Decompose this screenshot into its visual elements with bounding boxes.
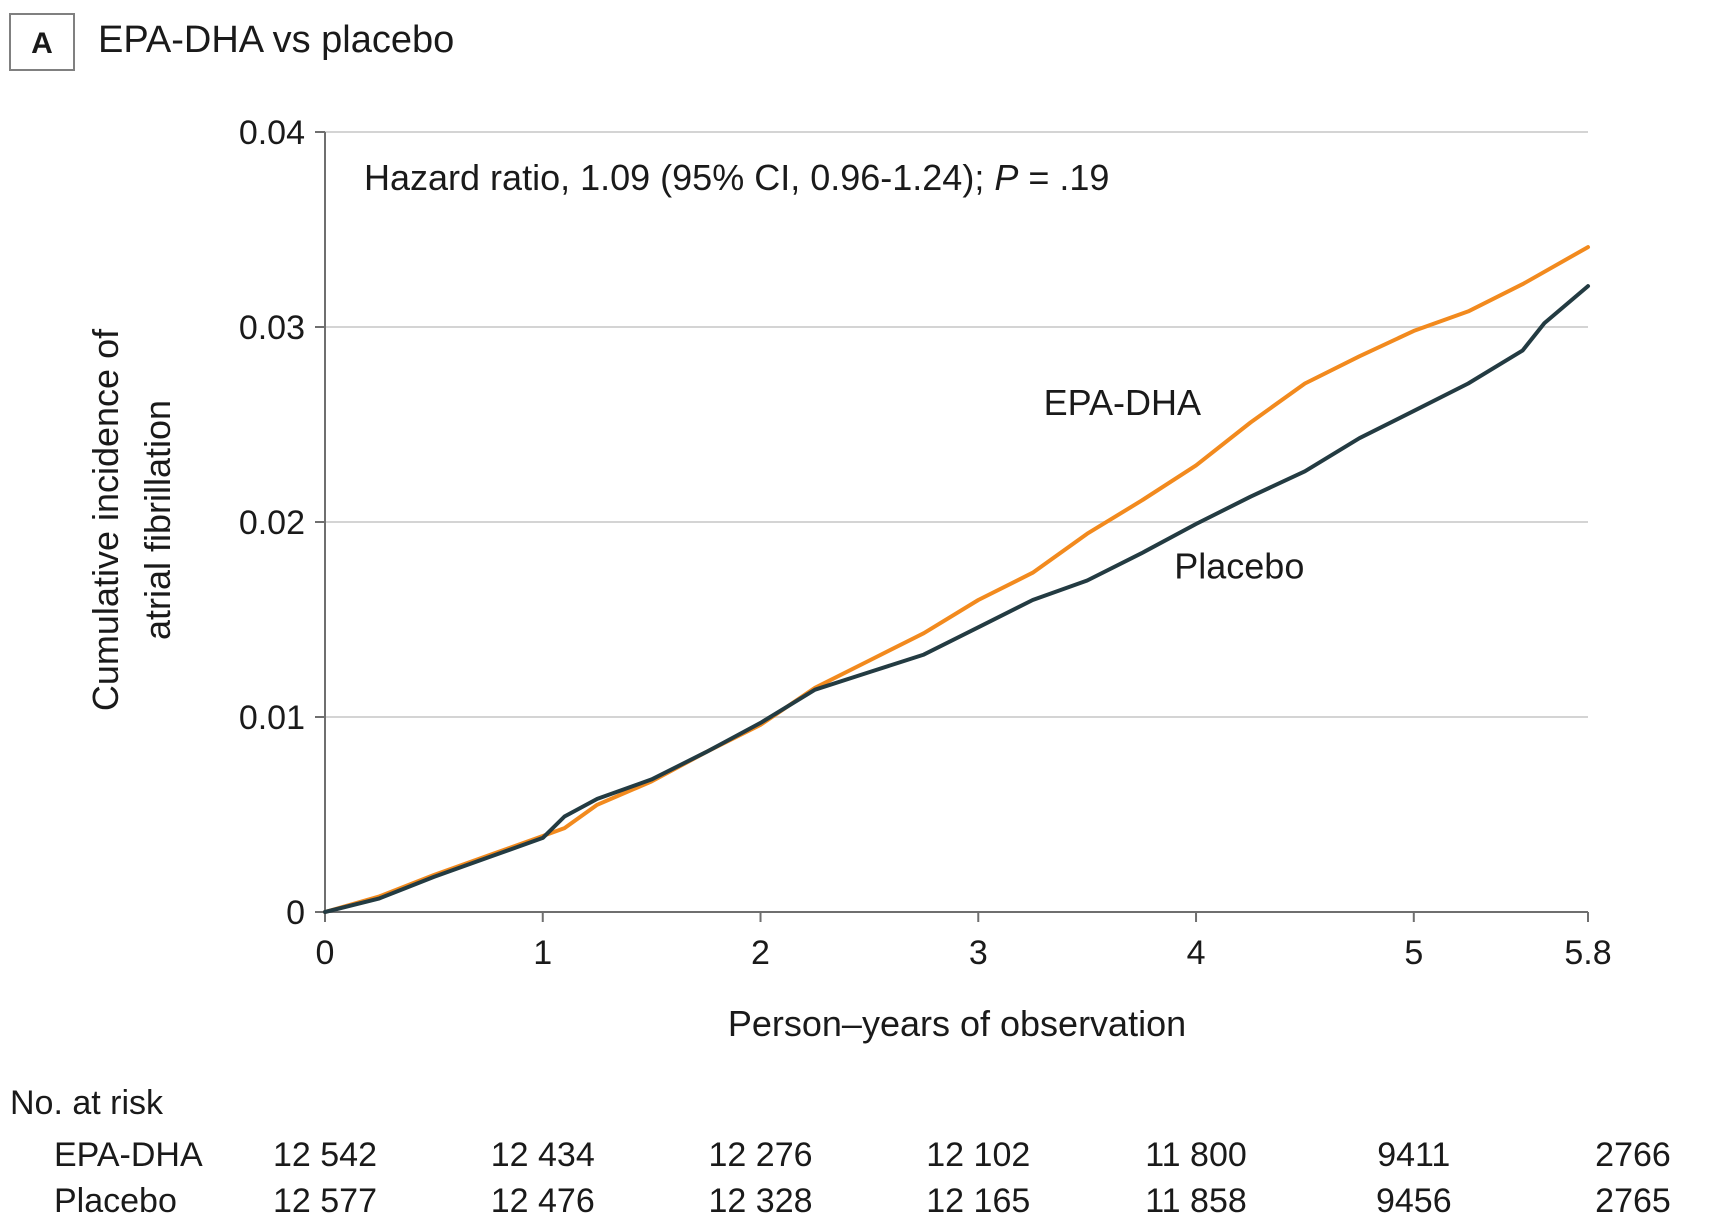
risk-value: 2766 xyxy=(1595,1136,1671,1174)
risk-row-label: EPA-DHA xyxy=(54,1136,203,1174)
panel-letter: A xyxy=(31,27,53,60)
risk-value: 12 276 xyxy=(709,1136,813,1174)
y-tick-label: 0.01 xyxy=(239,699,305,737)
y-axis-title-line-2: atrial fibrillation xyxy=(137,400,178,640)
series-line-epa-dha xyxy=(323,245,1590,914)
series-label-epa-dha: EPA-DHA xyxy=(1044,382,1201,423)
risk-row-label: Placebo xyxy=(54,1182,177,1220)
risk-value: 12 328 xyxy=(709,1182,813,1220)
x-tick-label: 5.8 xyxy=(1564,934,1611,972)
panel-letter-box xyxy=(9,13,75,71)
hazard-ratio-text: Hazard ratio, 1.09 (95% CI, 0.96-1.24); xyxy=(364,157,994,198)
x-tick-label: 4 xyxy=(1187,934,1206,972)
risk-table-header: No. at risk xyxy=(10,1084,164,1122)
series-label-placebo: Placebo xyxy=(1174,546,1304,587)
risk-value: 12 434 xyxy=(491,1136,595,1174)
risk-value: 12 542 xyxy=(273,1136,377,1174)
y-axis-title: Cumulative incidence of atrial fibrillat… xyxy=(85,328,178,711)
grid-layer xyxy=(325,131,1588,718)
axis-layer: 0 0.01 0.02 0.03 0.04 0 1 2 3 4 5 5.8 xyxy=(239,114,1612,972)
panel-title: EPA-DHA vs placebo xyxy=(98,19,454,61)
risk-value: 12 165 xyxy=(926,1182,1030,1220)
risk-value: 9411 xyxy=(1377,1136,1450,1174)
x-tick-label: 3 xyxy=(969,934,988,972)
series-line-placebo xyxy=(323,284,1590,914)
risk-value: 11 858 xyxy=(1145,1182,1246,1220)
risk-value: 9456 xyxy=(1376,1182,1452,1220)
label-layer: EPA-DHA Placebo xyxy=(1044,382,1305,587)
series-layer xyxy=(323,245,1590,914)
risk-table: No. at risk EPA-DHA 12 542 12 434 12 276 12 … xyxy=(10,1084,1671,1220)
risk-value: 11 800 xyxy=(1145,1136,1246,1174)
x-tick-label: 0 xyxy=(316,934,335,972)
y-axis-title-line-1: Cumulative incidence of xyxy=(85,328,126,711)
risk-value: 2765 xyxy=(1595,1182,1671,1220)
y-tick-label: 0.04 xyxy=(239,114,305,152)
p-symbol: P xyxy=(994,157,1018,198)
risk-value: 12 577 xyxy=(273,1182,377,1220)
y-tick-label: 0 xyxy=(286,894,305,932)
p-value: = .19 xyxy=(1018,157,1109,198)
x-tick-label: 2 xyxy=(751,934,770,972)
risk-value: 12 102 xyxy=(926,1136,1030,1174)
x-tick-label: 5 xyxy=(1404,934,1423,972)
x-axis-title: Person–years of observation xyxy=(728,1003,1186,1044)
y-tick-label: 0.02 xyxy=(239,504,305,542)
x-tick-label: 1 xyxy=(533,934,552,972)
risk-value: 12 476 xyxy=(491,1182,595,1220)
y-tick-label: 0.03 xyxy=(239,309,305,347)
hazard-ratio-annotation: Hazard ratio, 1.09 (95% CI, 0.96-1.24); … xyxy=(364,157,1109,198)
